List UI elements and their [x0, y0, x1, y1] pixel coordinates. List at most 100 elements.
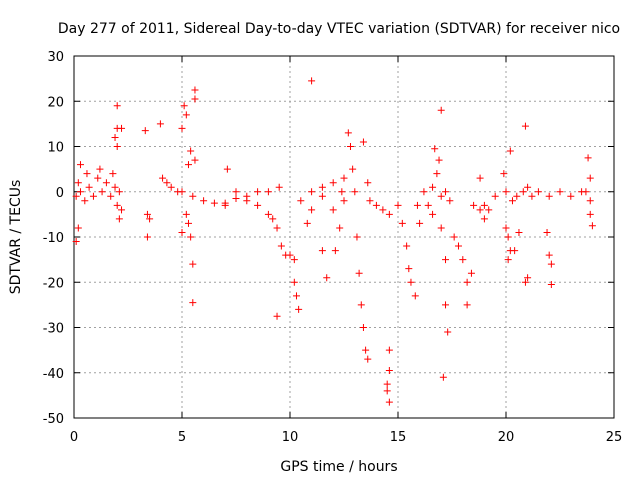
data-point: [187, 147, 195, 155]
data-point: [81, 197, 89, 205]
data-point: [588, 222, 596, 230]
data-point: [515, 228, 523, 236]
data-point: [184, 161, 192, 169]
data-point: [359, 324, 367, 331]
data-point: [89, 192, 97, 200]
data-point: [191, 86, 199, 94]
data-point: [163, 179, 171, 187]
data-point: [346, 143, 354, 150]
data-point: [411, 292, 419, 300]
data-point: [178, 228, 186, 236]
data-point: [351, 188, 359, 196]
data-point: [508, 197, 516, 205]
data-point: [338, 188, 346, 196]
data-point: [364, 355, 372, 363]
data-point: [76, 161, 84, 169]
data-point: [366, 197, 374, 205]
data-point: [340, 174, 348, 182]
data-point: [437, 224, 445, 232]
data-point: [167, 183, 175, 191]
y-axis-label: SDTVAR / TECUs: [8, 180, 24, 295]
data-point: [295, 305, 303, 313]
data-point: [383, 380, 391, 388]
data-point: [109, 170, 117, 178]
y-tick-label: -30: [43, 322, 64, 337]
data-point: [431, 145, 439, 153]
x-tick-label: 25: [606, 430, 623, 445]
x-tick-label: 20: [498, 430, 515, 445]
data-point: [442, 256, 450, 264]
data-point: [521, 122, 529, 130]
data-point: [329, 206, 337, 214]
data-point: [94, 174, 102, 182]
data-point: [429, 183, 437, 191]
data-point: [182, 111, 190, 119]
data-point: [232, 188, 240, 196]
data-point: [394, 201, 402, 209]
tick-labels-layer: 0 5 10 15 20 25 -50 -40 -30 -20 -10 0 10 20 30: [43, 50, 623, 445]
data-point: [349, 165, 357, 173]
y-tick-label: -20: [43, 276, 64, 291]
data-point: [385, 210, 393, 218]
data-point: [297, 197, 305, 205]
data-point: [437, 106, 445, 114]
data-point: [362, 346, 370, 354]
data-point: [547, 281, 555, 289]
data-point: [385, 366, 393, 374]
x-tick-label: 10: [282, 430, 299, 445]
data-point: [178, 124, 186, 132]
x-tick-label: 0: [70, 430, 78, 445]
data-point: [292, 292, 300, 300]
data-point: [446, 197, 454, 205]
data-point: [429, 210, 437, 218]
data-point: [519, 188, 527, 196]
data-point: [420, 188, 428, 196]
data-point: [502, 188, 510, 196]
data-point: [243, 197, 251, 205]
data-point: [286, 251, 294, 259]
data-point: [413, 201, 421, 209]
data-point: [504, 233, 512, 241]
data-point: [491, 192, 499, 200]
data-point: [502, 224, 510, 232]
data-point: [344, 129, 352, 137]
data-point: [189, 299, 197, 307]
data-point: [85, 183, 93, 191]
data-point: [273, 312, 281, 320]
data-point: [107, 192, 115, 200]
data-point: [511, 247, 519, 255]
data-point: [372, 201, 380, 209]
data-point: [74, 224, 82, 232]
data-point: [444, 328, 452, 336]
x-tick-label: 15: [390, 430, 407, 445]
data-point: [439, 373, 447, 381]
data-point: [416, 219, 424, 227]
data-point: [450, 233, 458, 241]
data-point: [463, 301, 471, 309]
chart-title: Day 277 of 2011, Sidereal Day-to-day VTE…: [58, 21, 620, 37]
data-point: [543, 228, 551, 236]
data-point: [524, 183, 532, 191]
data-point: [385, 398, 393, 406]
data-point: [567, 192, 575, 200]
data-point: [323, 274, 331, 282]
data-point: [424, 201, 432, 209]
data-point: [189, 260, 197, 268]
data-point: [143, 210, 151, 218]
data-point: [534, 188, 542, 196]
y-tick-label: -50: [43, 412, 64, 427]
data-point: [500, 170, 508, 178]
data-point: [74, 179, 82, 187]
data-point: [187, 233, 195, 241]
data-point: [113, 201, 121, 209]
data-point: [308, 188, 316, 196]
data-point: [545, 251, 553, 259]
data-point: [528, 192, 536, 200]
data-point: [476, 206, 484, 214]
x-axis-label: GPS time / hours: [280, 459, 397, 475]
data-point: [586, 197, 594, 205]
data-point: [470, 201, 478, 209]
data-point: [355, 269, 363, 277]
data-point: [72, 238, 80, 246]
data-point: [210, 199, 218, 207]
